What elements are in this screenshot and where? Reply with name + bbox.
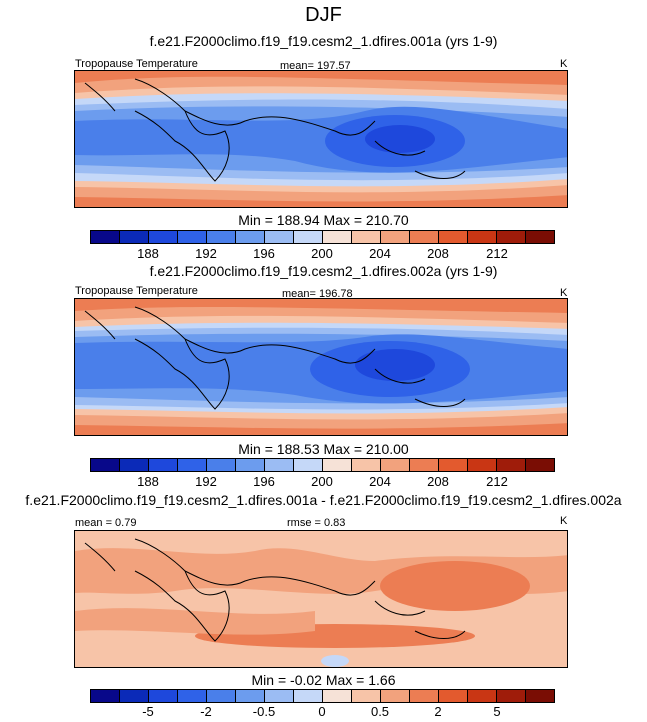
colorbar-swatch-4 bbox=[207, 459, 236, 471]
colorbar-swatch-4 bbox=[207, 690, 236, 702]
colorbar-3-tick: 2 bbox=[434, 704, 442, 719]
panel-1-variable-label: Tropopause Temperature bbox=[75, 58, 198, 70]
colorbar-swatch-15 bbox=[526, 690, 554, 702]
map-1-band-min bbox=[365, 125, 435, 153]
colorbar-swatch-7 bbox=[294, 459, 323, 471]
colorbar-1-tick: 212 bbox=[486, 246, 508, 261]
map-2-coastlines bbox=[84, 306, 466, 410]
panel-2-stats: Min = 188.53 Max = 210.00 bbox=[238, 441, 409, 457]
panel-2-colorbar bbox=[90, 458, 555, 472]
colorbar-swatch-7 bbox=[294, 231, 323, 243]
panel-1-units: K bbox=[560, 58, 568, 70]
panel-1-map bbox=[74, 70, 568, 208]
colorbar-swatch-11 bbox=[410, 231, 439, 243]
panel-1-stats: Min = 188.94 Max = 210.70 bbox=[238, 212, 409, 228]
colorbar-swatch-14 bbox=[497, 690, 526, 702]
colorbar-1-tick: 196 bbox=[253, 246, 275, 261]
colorbar-swatch-2 bbox=[149, 231, 178, 243]
colorbar-swatch-13 bbox=[468, 690, 497, 702]
colorbar-2-tick: 196 bbox=[253, 474, 275, 489]
colorbar-swatch-14 bbox=[497, 459, 526, 471]
panel-1-colorbar bbox=[90, 230, 555, 244]
colorbar-swatch-12 bbox=[439, 231, 468, 243]
colorbar-swatch-2 bbox=[149, 690, 178, 702]
colorbar-swatch-15 bbox=[526, 231, 554, 243]
colorbar-1-tick: 200 bbox=[311, 246, 333, 261]
map-3-band-neg bbox=[321, 655, 349, 667]
panel-2-variable-label: Tropopause Temperature bbox=[75, 285, 198, 297]
panel-3-map bbox=[74, 530, 568, 668]
colorbar-swatch-6 bbox=[265, 231, 294, 243]
panel-3-units: K bbox=[560, 515, 568, 527]
colorbar-swatch-0 bbox=[91, 231, 120, 243]
colorbar-3-tick: 0 bbox=[318, 704, 326, 719]
map-1-coastlines bbox=[84, 78, 466, 182]
colorbar-1-tick: 208 bbox=[427, 246, 449, 261]
colorbar-swatch-10 bbox=[381, 690, 410, 702]
colorbar-swatch-13 bbox=[468, 231, 497, 243]
colorbar-swatch-1 bbox=[120, 459, 149, 471]
panel-3-stats: Min = -0.02 Max = 1.66 bbox=[251, 672, 396, 688]
colorbar-swatch-2 bbox=[149, 459, 178, 471]
map-2-band-min bbox=[355, 349, 435, 381]
panel-3-rmse-label: rmse = 0.83 bbox=[287, 517, 346, 529]
panel-2-map bbox=[74, 298, 568, 436]
colorbar-swatch-8 bbox=[323, 690, 352, 702]
colorbar-3-tick: -5 bbox=[142, 704, 154, 719]
colorbar-swatch-12 bbox=[439, 690, 468, 702]
figure-title: DJF bbox=[305, 4, 342, 26]
colorbar-1-tick: 204 bbox=[369, 246, 391, 261]
colorbar-swatch-8 bbox=[323, 459, 352, 471]
colorbar-swatch-3 bbox=[178, 231, 207, 243]
map-3-band-high bbox=[380, 561, 530, 611]
colorbar-swatch-1 bbox=[120, 690, 149, 702]
colorbar-swatch-9 bbox=[352, 459, 381, 471]
panel-2-title: f.e21.F2000climo.f19_f19.cesm2_1.dfires.… bbox=[149, 263, 498, 279]
colorbar-swatch-9 bbox=[352, 690, 381, 702]
colorbar-swatch-0 bbox=[91, 459, 120, 471]
colorbar-2-tick: 204 bbox=[369, 474, 391, 489]
colorbar-swatch-0 bbox=[91, 690, 120, 702]
colorbar-swatch-5 bbox=[236, 459, 265, 471]
panel-2-units: K bbox=[560, 287, 568, 299]
panel-1-mean-label: mean= 197.57 bbox=[280, 60, 351, 72]
panel-3-mean-label: mean = 0.79 bbox=[75, 517, 137, 529]
panel-3-colorbar bbox=[90, 689, 555, 703]
colorbar-swatch-14 bbox=[497, 231, 526, 243]
colorbar-swatch-11 bbox=[410, 459, 439, 471]
colorbar-swatch-1 bbox=[120, 231, 149, 243]
colorbar-swatch-11 bbox=[410, 690, 439, 702]
colorbar-1-tick: 188 bbox=[137, 246, 159, 261]
panel-2-mean-label: mean= 196.78 bbox=[282, 288, 353, 300]
colorbar-swatch-10 bbox=[381, 231, 410, 243]
colorbar-swatch-6 bbox=[265, 690, 294, 702]
map-3-coastlines bbox=[84, 538, 466, 642]
colorbar-3-tick: 5 bbox=[493, 704, 501, 719]
colorbar-swatch-3 bbox=[178, 690, 207, 702]
panel-1-title: f.e21.F2000climo.f19_f19.cesm2_1.dfires.… bbox=[149, 33, 498, 49]
colorbar-swatch-12 bbox=[439, 459, 468, 471]
colorbar-swatch-5 bbox=[236, 690, 265, 702]
colorbar-swatch-10 bbox=[381, 459, 410, 471]
colorbar-swatch-6 bbox=[265, 459, 294, 471]
colorbar-swatch-13 bbox=[468, 459, 497, 471]
colorbar-swatch-7 bbox=[294, 690, 323, 702]
colorbar-swatch-5 bbox=[236, 231, 265, 243]
colorbar-2-tick: 208 bbox=[427, 474, 449, 489]
colorbar-3-tick: -2 bbox=[200, 704, 212, 719]
colorbar-2-tick: 212 bbox=[486, 474, 508, 489]
colorbar-1-tick: 192 bbox=[195, 246, 217, 261]
colorbar-2-tick: 200 bbox=[311, 474, 333, 489]
map-3-band-mid-south bbox=[75, 608, 315, 635]
colorbar-swatch-15 bbox=[526, 459, 554, 471]
colorbar-2-tick: 188 bbox=[137, 474, 159, 489]
colorbar-3-tick: -0.5 bbox=[252, 704, 276, 719]
colorbar-swatch-4 bbox=[207, 231, 236, 243]
colorbar-swatch-9 bbox=[352, 231, 381, 243]
colorbar-swatch-3 bbox=[178, 459, 207, 471]
panel-3-title: f.e21.F2000climo.f19_f19.cesm2_1.dfires.… bbox=[25, 492, 622, 508]
colorbar-3-tick: 0.5 bbox=[370, 704, 390, 719]
colorbar-2-tick: 192 bbox=[195, 474, 217, 489]
colorbar-swatch-8 bbox=[323, 231, 352, 243]
